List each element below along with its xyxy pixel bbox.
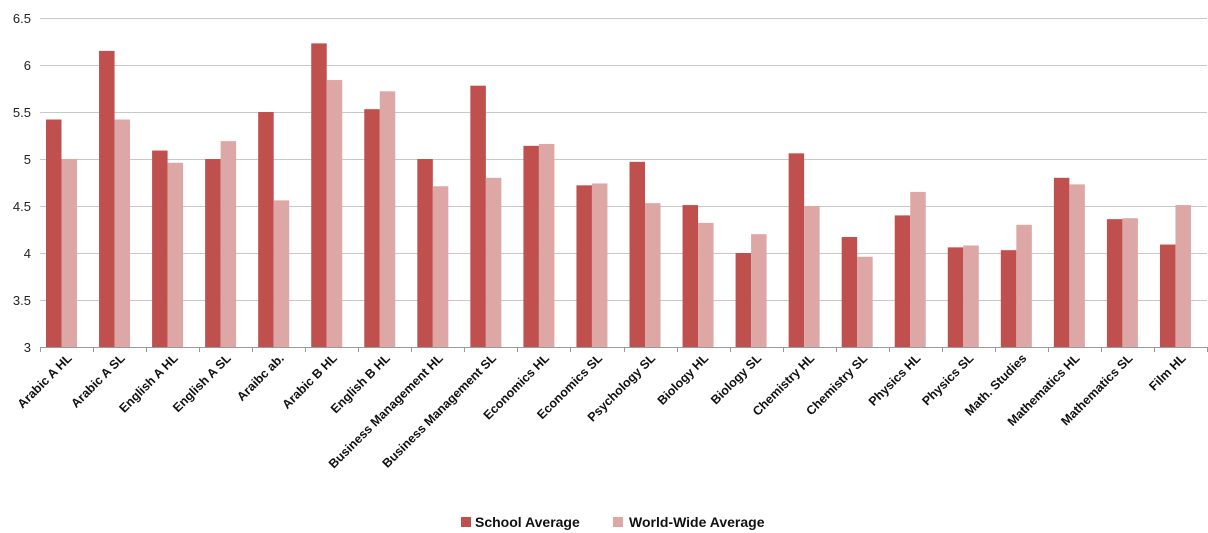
legend-swatch-school-average <box>461 517 471 527</box>
bar-world-15 <box>857 256 873 347</box>
bar-world-1 <box>114 119 131 348</box>
bar-world-2 <box>167 162 184 347</box>
y-tick-label: 3.5 <box>13 293 31 308</box>
x-tick-label: Biology SL <box>708 351 764 407</box>
y-tick-label: 5 <box>24 152 31 167</box>
bar-school-9 <box>523 145 539 347</box>
bar-school-17 <box>947 247 964 347</box>
bars <box>46 43 1191 348</box>
bar-world-11 <box>645 203 661 347</box>
x-axis <box>40 347 1208 352</box>
bar-world-9 <box>538 143 555 347</box>
legend-label-world-wide-average: World-Wide Average <box>629 514 765 530</box>
legend-swatch-world-wide-average <box>613 517 623 527</box>
x-tick-label: Arabic A HL <box>15 351 75 411</box>
y-tick-label: 4.5 <box>13 199 31 214</box>
bar-world-13 <box>751 234 767 347</box>
bar-world-0 <box>61 159 77 347</box>
x-tick-label: Physics HL <box>866 351 924 409</box>
bar-school-18 <box>1000 250 1017 347</box>
bar-school-12 <box>682 205 699 347</box>
bar-school-11 <box>629 161 645 347</box>
y-tick-label: 6 <box>24 58 31 73</box>
bar-world-3 <box>220 141 237 347</box>
y-tick-label: 4 <box>24 246 31 261</box>
bar-school-10 <box>576 185 592 347</box>
legend: School Average World-Wide Average <box>461 514 765 530</box>
bar-school-20 <box>1106 219 1123 347</box>
bar-world-10 <box>591 183 608 347</box>
bar-school-7 <box>417 159 433 347</box>
y-tick-label: 6.5 <box>13 11 31 26</box>
bar-school-5 <box>311 43 327 347</box>
bar-world-20 <box>1122 218 1138 347</box>
bar-school-1 <box>99 50 115 348</box>
bar-school-14 <box>788 153 805 347</box>
bar-world-12 <box>698 222 714 347</box>
bar-world-19 <box>1069 184 1085 347</box>
x-tick-label: Physics SL <box>919 351 976 408</box>
bar-school-21 <box>1159 244 1176 347</box>
bar-world-8 <box>485 177 502 347</box>
bar-world-18 <box>1016 224 1032 347</box>
bar-school-6 <box>364 109 380 348</box>
bar-world-14 <box>804 206 820 347</box>
y-tick-label: 3 <box>24 340 31 355</box>
bar-world-6 <box>379 91 396 347</box>
bar-school-19 <box>1053 177 1070 347</box>
bar-school-0 <box>46 119 62 348</box>
bar-world-5 <box>326 80 343 347</box>
bar-world-16 <box>910 191 926 347</box>
bar-school-13 <box>735 253 752 347</box>
x-tick-label: Film HL <box>1146 351 1189 394</box>
y-axis-ticks: 3 3.5 4 4.5 5 5.5 6 6.5 <box>13 11 31 355</box>
bar-world-7 <box>432 186 449 347</box>
y-tick-label: 5.5 <box>13 105 31 120</box>
bar-world-21 <box>1175 205 1191 347</box>
x-tick-label: Biology HL <box>655 351 712 408</box>
bar-school-4 <box>258 112 274 347</box>
bar-school-15 <box>841 237 858 347</box>
bar-world-4 <box>273 200 290 347</box>
bar-world-17 <box>963 245 979 347</box>
bar-school-2 <box>152 150 168 347</box>
legend-label-school-average: School Average <box>475 514 580 530</box>
x-tick-label: Araibc ab. <box>234 351 287 404</box>
bar-school-3 <box>205 159 221 347</box>
bar-school-16 <box>894 215 911 347</box>
bar-school-8 <box>470 85 486 348</box>
